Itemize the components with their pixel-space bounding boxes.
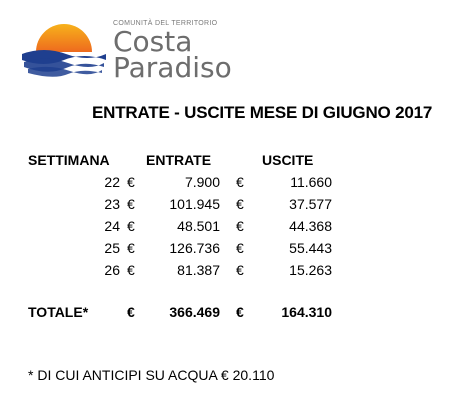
currency-symbol: € xyxy=(127,196,135,212)
row-income: 126.736 xyxy=(169,240,220,256)
total-expense: 164.310 xyxy=(281,304,332,320)
row-week: 24 xyxy=(104,218,120,234)
row-income: 81.387 xyxy=(177,262,220,278)
row-income: 101.945 xyxy=(169,196,220,212)
sun-wave-logo-icon xyxy=(22,24,106,77)
logo-word-paradiso: Paradiso xyxy=(113,51,232,84)
currency-symbol: € xyxy=(127,262,135,278)
row-expense: 37.577 xyxy=(289,196,332,212)
row-week: 23 xyxy=(104,196,120,212)
header-expense: USCITE xyxy=(262,152,314,168)
row-expense: 55.443 xyxy=(289,240,332,256)
costa-paradiso-logo: COMUNITÀ DEL TERRITORIO Costa Paradiso xyxy=(22,8,242,90)
row-expense: 11.660 xyxy=(290,174,332,190)
row-income: 48.501 xyxy=(177,218,220,234)
currency-symbol: € xyxy=(236,196,244,212)
total-label: TOTALE* xyxy=(28,304,89,320)
header-week: SETTIMANA xyxy=(28,152,110,168)
currency-symbol: € xyxy=(127,174,135,190)
currency-symbol: € xyxy=(236,218,244,234)
currency-symbol: € xyxy=(127,218,135,234)
row-week: 26 xyxy=(104,262,120,278)
footnote: * DI CUI ANTICIPI SU ACQUA € 20.110 xyxy=(28,367,275,383)
logo-subtitle: COMUNITÀ DEL TERRITORIO xyxy=(113,20,218,27)
currency-symbol: € xyxy=(236,240,244,256)
currency-symbol: € xyxy=(127,240,135,256)
row-week: 25 xyxy=(104,240,120,256)
total-income: 366.469 xyxy=(169,304,220,320)
currency-symbol: € xyxy=(127,304,135,320)
row-expense: 15.263 xyxy=(289,262,332,278)
currency-symbol: € xyxy=(236,304,244,320)
row-expense: 44.368 xyxy=(289,218,332,234)
logo-word-costa: Costa xyxy=(113,25,193,58)
page-title: ENTRATE - USCITE MESE DI GIUGNO 2017 xyxy=(92,103,433,122)
currency-symbol: € xyxy=(236,262,244,278)
currency-symbol: € xyxy=(236,174,244,190)
header-income: ENTRATE xyxy=(146,152,212,168)
row-income: 7.900 xyxy=(184,174,220,190)
row-week: 22 xyxy=(104,174,120,190)
